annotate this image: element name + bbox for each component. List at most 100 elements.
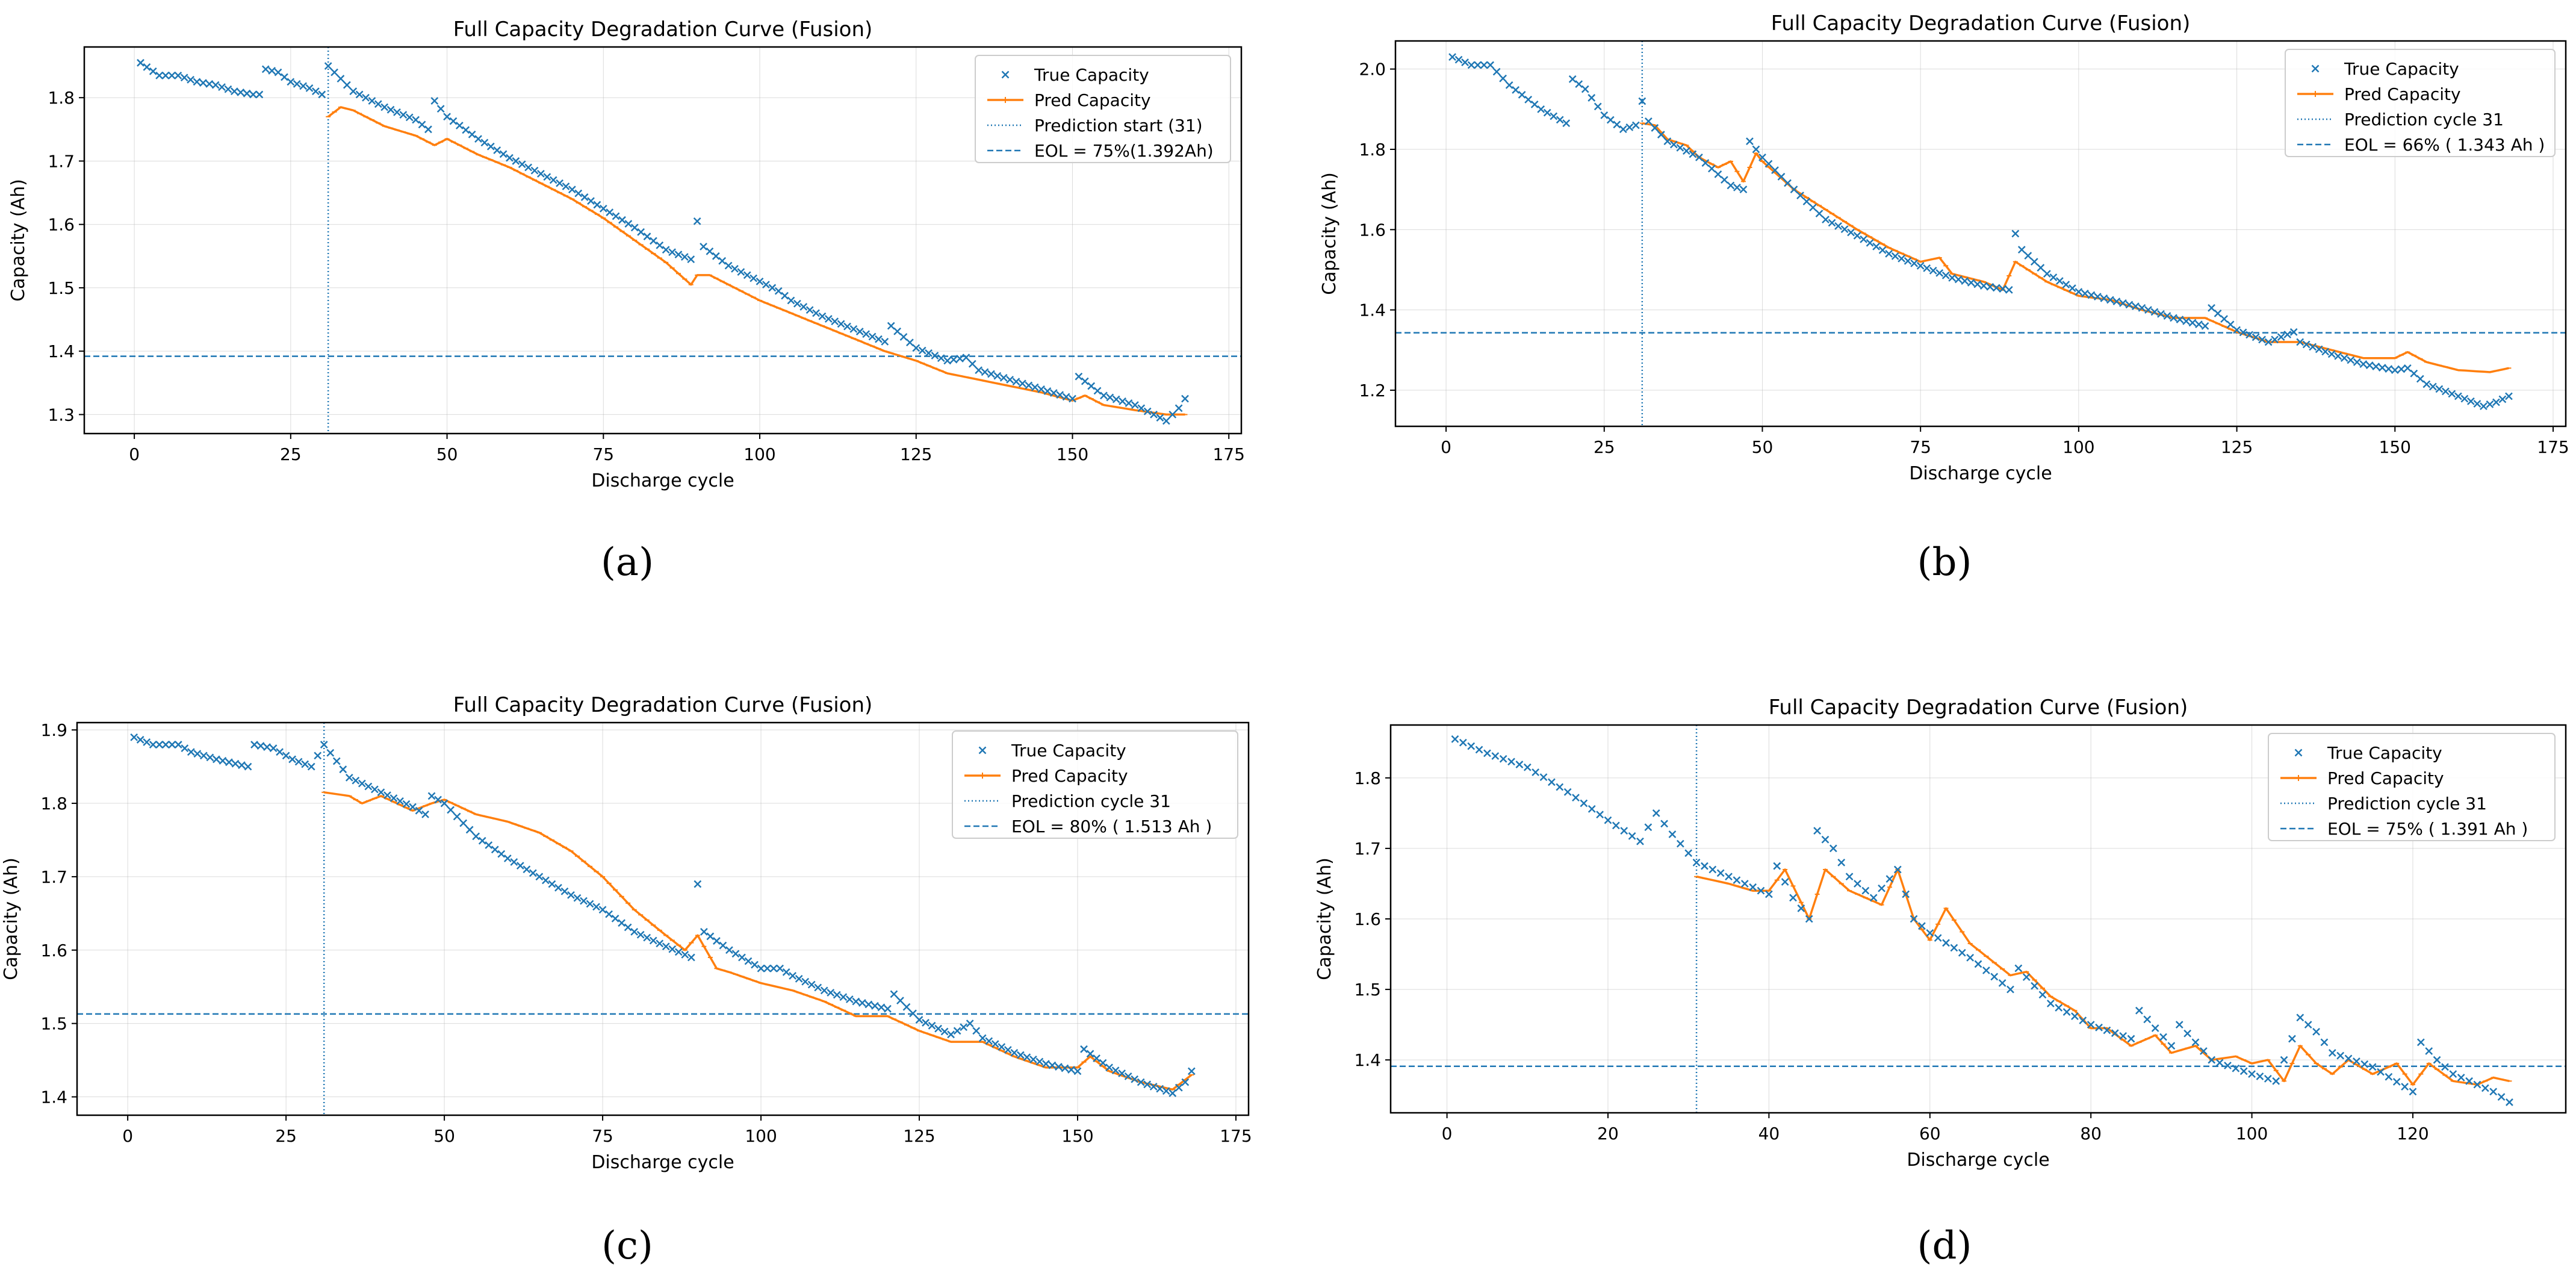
true-capacity-point — [1131, 401, 1139, 409]
true-capacity-point — [2272, 1077, 2280, 1085]
true-capacity-point — [143, 738, 151, 746]
true-capacity-point — [2024, 252, 2032, 260]
true-capacity-point — [1475, 745, 1483, 754]
true-capacity-point — [650, 237, 657, 245]
true-capacity-point — [2087, 291, 2096, 299]
true-capacity-point — [1081, 377, 1089, 385]
true-capacity-point — [2466, 397, 2475, 405]
true-capacity-point — [1156, 1085, 1164, 1093]
true-capacity-point — [1990, 972, 1999, 981]
true-capacity-point — [2397, 365, 2406, 373]
x-tick-label-b-2: 50 — [1752, 437, 1774, 457]
true-capacity-point — [2344, 1054, 2353, 1063]
true-capacity-point — [2226, 320, 2235, 329]
true-capacity-point — [713, 937, 721, 945]
true-capacity-point — [1910, 915, 1918, 923]
true-capacity-point — [1660, 820, 1668, 828]
true-capacity-point — [915, 1016, 923, 1024]
true-capacity-point — [1692, 858, 1701, 867]
y-tick-label-c-5: 1.9 — [40, 720, 67, 740]
true-capacity-point — [680, 253, 689, 261]
true-capacity-point — [1061, 1064, 1069, 1072]
true-capacity-point — [662, 246, 670, 254]
true-capacity-point — [1784, 179, 1792, 187]
true-capacity-point — [1162, 1087, 1170, 1095]
true-capacity-point — [562, 182, 570, 190]
true-capacity-point — [681, 951, 689, 959]
true-capacity-point — [143, 63, 151, 71]
true-capacity-point — [947, 1030, 955, 1039]
true-capacity-point — [643, 933, 651, 942]
true-capacity-point — [668, 248, 676, 257]
x-tick-label-c-2: 50 — [433, 1126, 455, 1146]
true-capacity-point — [1999, 285, 2007, 293]
true-capacity-point — [478, 836, 486, 845]
true-capacity-point — [2046, 1000, 2055, 1007]
true-capacity-point — [1181, 1078, 1190, 1086]
true-capacity-point — [1031, 383, 1039, 391]
true-capacity-point — [812, 309, 820, 317]
true-capacity-point — [2385, 365, 2393, 373]
true-capacity-point — [155, 741, 164, 748]
true-capacity-point — [580, 897, 588, 905]
true-capacity-point — [288, 755, 297, 764]
true-capacity-point — [1992, 284, 2000, 292]
true-capacity-point — [1663, 137, 1672, 146]
true-capacity-point — [2312, 1027, 2320, 1036]
true-capacity-point — [537, 170, 545, 178]
true-capacity-point — [447, 806, 455, 814]
true-capacity-point — [307, 762, 315, 771]
true-capacity-point — [1638, 97, 1646, 105]
true-capacity-point — [2252, 333, 2260, 341]
plot-area-c — [77, 723, 1249, 1115]
true-capacity-point — [250, 741, 258, 748]
true-capacity-point — [1916, 261, 1925, 270]
true-capacity-point — [2094, 293, 2102, 301]
true-capacity-point — [213, 755, 220, 764]
true-capacity-point — [2167, 1042, 2176, 1050]
true-capacity-point — [793, 299, 801, 308]
chart-title-b: Full Capacity Degradation Curve (Fusion) — [1771, 11, 2191, 36]
true-capacity-point — [656, 939, 664, 948]
true-capacity-point — [2079, 1016, 2087, 1024]
true-capacity-point — [999, 374, 1008, 382]
true-capacity-point — [2283, 331, 2292, 338]
true-capacity-point — [1111, 1066, 1120, 1075]
x-tick-label-d-4: 80 — [2080, 1124, 2102, 1144]
true-capacity-point — [1954, 275, 1963, 284]
true-capacity-point — [174, 71, 182, 79]
true-capacity-point — [884, 1004, 892, 1013]
true-capacity-point — [991, 1040, 999, 1048]
legend-entry-d-3: EOL = 75% ( 1.391 Ah ) — [2327, 819, 2528, 839]
true-capacity-point — [2014, 964, 2023, 972]
true-capacity-point — [573, 894, 582, 902]
axes-frame-d — [1389, 724, 2567, 1114]
legend-entry-a-0: True Capacity — [1034, 65, 1149, 85]
true-capacity-point — [2095, 1023, 2103, 1032]
true-capacity-point — [1740, 880, 1749, 888]
true-capacity-point — [282, 752, 290, 760]
true-capacity-point — [1752, 145, 1760, 154]
true-capacity-point — [2454, 392, 2462, 400]
true-capacity-point — [1941, 271, 1950, 279]
y-tick-label-d-4: 1.8 — [1354, 768, 1381, 788]
true-capacity-point — [2062, 1008, 2071, 1016]
true-capacity-point — [1802, 198, 1811, 206]
true-capacity-point — [168, 741, 176, 748]
true-capacity-point — [1834, 222, 1842, 230]
true-capacity-point — [2062, 281, 2070, 289]
true-capacity-point — [1998, 979, 2006, 987]
true-capacity-point — [2175, 1021, 2183, 1029]
true-capacity-point — [1961, 277, 1969, 285]
true-capacity-point — [2368, 1063, 2377, 1071]
true-capacity-point — [787, 296, 795, 305]
true-capacity-point — [2127, 1035, 2135, 1043]
true-capacity-point — [1619, 125, 1627, 134]
true-capacity-point — [2208, 303, 2215, 312]
true-capacity-point — [2422, 380, 2431, 388]
true-capacity-point — [1845, 873, 1854, 881]
true-capacity-point — [750, 274, 758, 282]
true-capacity-point — [1596, 811, 1604, 819]
true-capacity-point — [763, 964, 771, 972]
true-capacity-point — [1796, 191, 1804, 200]
